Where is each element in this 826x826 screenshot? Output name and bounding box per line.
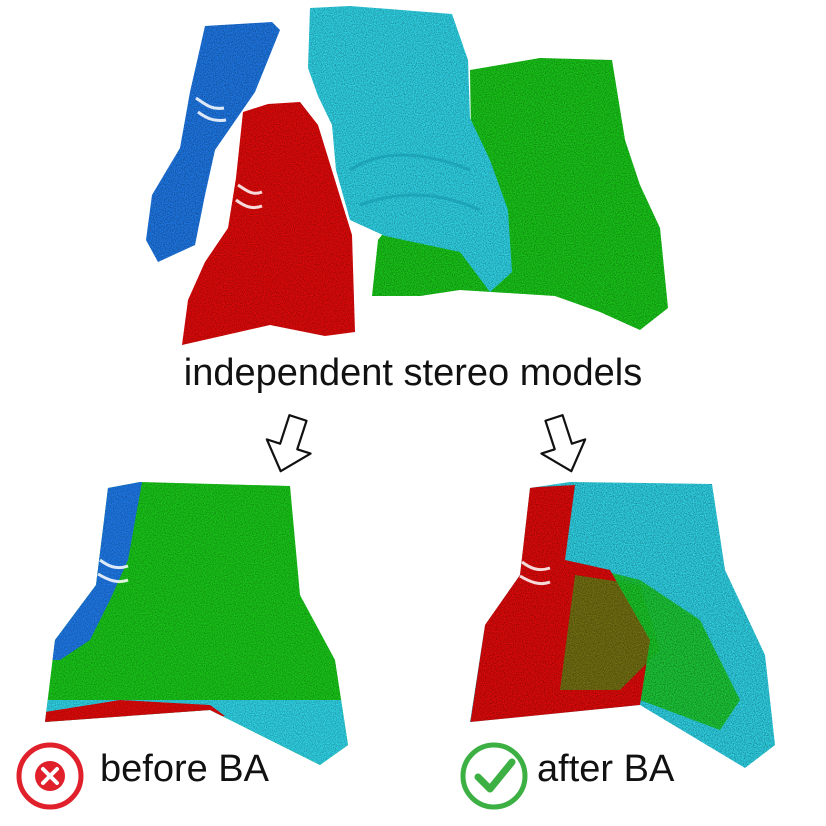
model-red [182, 102, 355, 345]
merged-model-after-ba [470, 482, 775, 768]
merged-model-before-ba [45, 482, 348, 765]
after-ba-label: after BA [537, 748, 675, 790]
cross-circle-icon [16, 742, 84, 810]
before-ba-label: before BA [100, 748, 269, 790]
model-cyan [308, 6, 512, 292]
arrow-right-down-icon [540, 414, 587, 473]
arrow-left-down-icon [265, 414, 312, 473]
top-caption: independent stereo models [183, 352, 643, 394]
check-circle-icon [460, 742, 528, 810]
model-green [372, 58, 668, 330]
model-blue [146, 22, 280, 262]
